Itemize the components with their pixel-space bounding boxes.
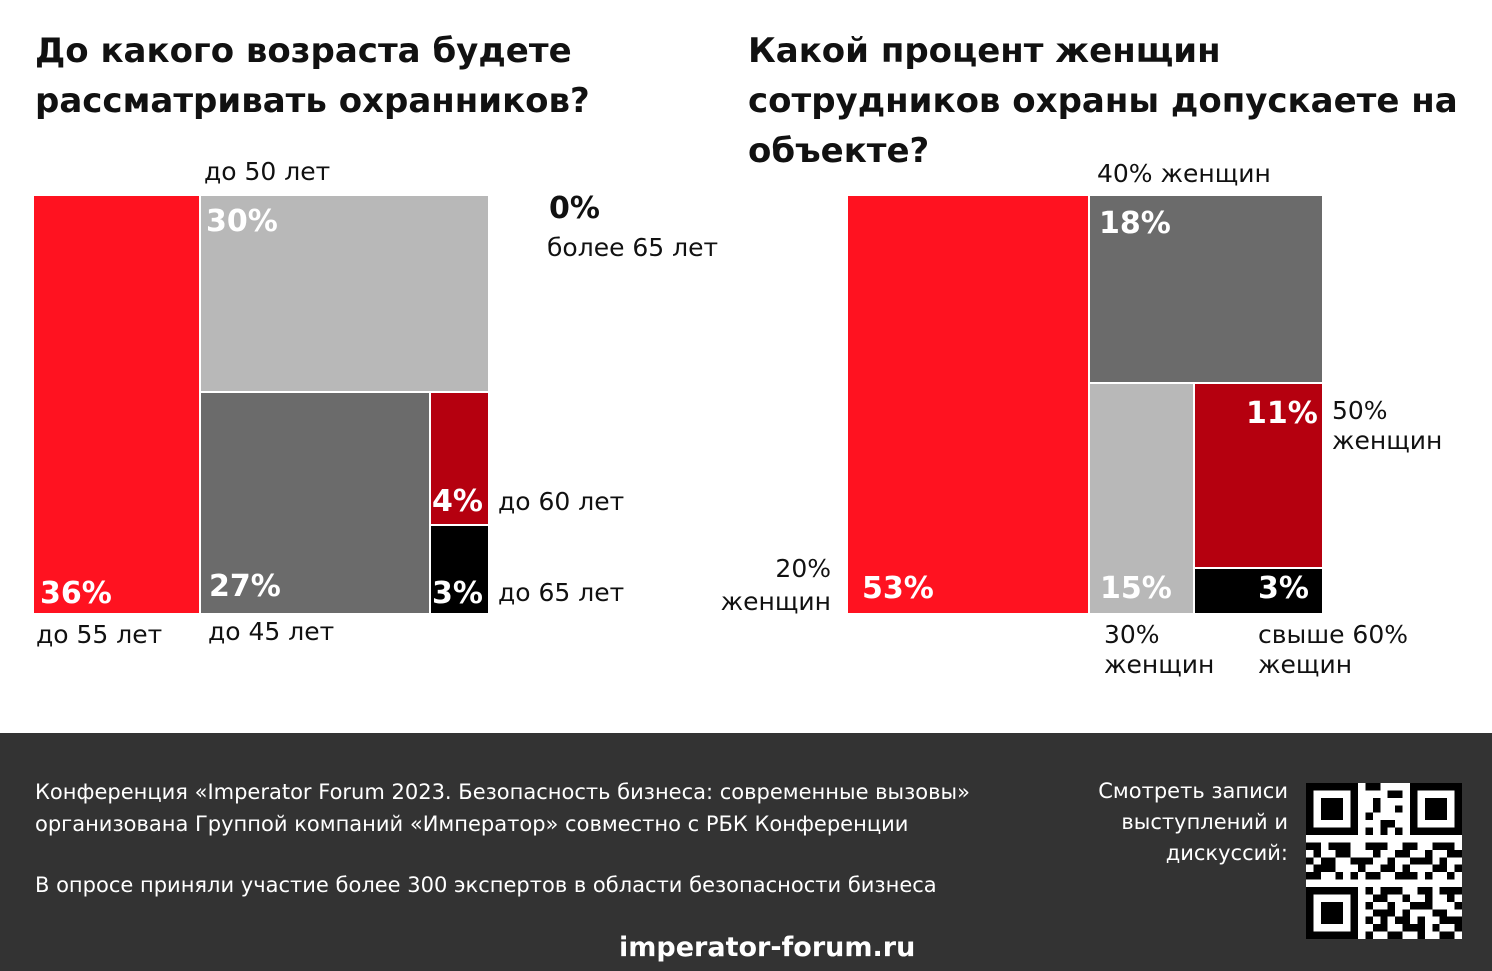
website-link[interactable]: imperator-forum.ru [619, 932, 916, 963]
tile-40-women [1089, 196, 1322, 383]
tile-60-women [1194, 568, 1322, 613]
separator [1089, 382, 1322, 384]
category-label-do-55: до 55 лет [36, 620, 163, 649]
tile-30-women [1089, 383, 1194, 613]
category-label-20-women-l1: 20% [775, 554, 831, 583]
tile-20-women [848, 196, 1089, 613]
tile-do-45 [200, 392, 430, 613]
tile-do-55 [34, 196, 200, 613]
category-label-do-50: до 50 лет [204, 157, 331, 186]
value-label-15: 15% [1100, 571, 1172, 606]
separator [429, 392, 431, 613]
value-label-18: 18% [1099, 206, 1171, 241]
tile-do-65 [430, 525, 488, 613]
qr-label-line-2: выступлений и [1121, 810, 1288, 834]
footer-panel [0, 733, 1492, 971]
qr-label-line-1: Смотреть записи [1098, 779, 1288, 803]
category-label-bolee-65: более 65 лет [547, 233, 719, 262]
separator [430, 524, 488, 526]
separator [1088, 196, 1090, 613]
category-label-60-women-l2: жещин [1258, 650, 1353, 679]
tile-50-women [1194, 383, 1322, 568]
category-label-40-women: 40% женщин [1097, 159, 1271, 188]
separator [199, 196, 201, 613]
qr-code-icon[interactable] [1306, 783, 1462, 939]
separator [200, 391, 488, 393]
left-chart-title: До какого возраста будете рассматривать … [35, 31, 590, 121]
tile-do-50 [200, 196, 488, 392]
category-label-50-women-l2: женщин [1332, 426, 1443, 455]
value-label-27: 27% [209, 569, 281, 604]
value-label-53: 53% [862, 571, 934, 606]
category-label-20-women-l2: женщин [720, 587, 831, 616]
footer-conference-line-1: Конференция «Imperator Forum 2023. Безоп… [35, 780, 970, 804]
category-label-do-60: до 60 лет [498, 487, 625, 516]
category-label-30-women-l2: женщин [1104, 650, 1215, 679]
category-label-do-65: до 65 лет [498, 578, 625, 607]
value-label-3: 3% [1258, 571, 1309, 606]
value-label-36: 36% [40, 576, 112, 611]
value-label-3: 3% [432, 576, 483, 611]
right-chart-title: Какой процент женщин сотрудников охраны … [748, 31, 1458, 171]
footer-conference-line-2: организована Группой компаний «Император… [35, 812, 909, 836]
qr-label-line-3: дискуссий: [1165, 841, 1288, 865]
value-label-4: 4% [432, 484, 483, 519]
category-label-30-women-l1: 30% [1104, 620, 1160, 649]
category-label-50-women-l1: 50% [1332, 396, 1388, 425]
category-label-60-women-l1: свыше 60% [1258, 620, 1408, 649]
value-label-30: 30% [206, 204, 278, 239]
value-label-0: 0% [549, 191, 600, 226]
category-label-do-45: до 45 лет [208, 617, 335, 646]
separator [1193, 383, 1195, 613]
separator [1194, 567, 1322, 569]
footer-survey-note: В опросе приняли участие более 300 экспе… [35, 873, 937, 897]
tile-do-60 [430, 392, 488, 525]
value-label-11: 11% [1246, 396, 1318, 431]
